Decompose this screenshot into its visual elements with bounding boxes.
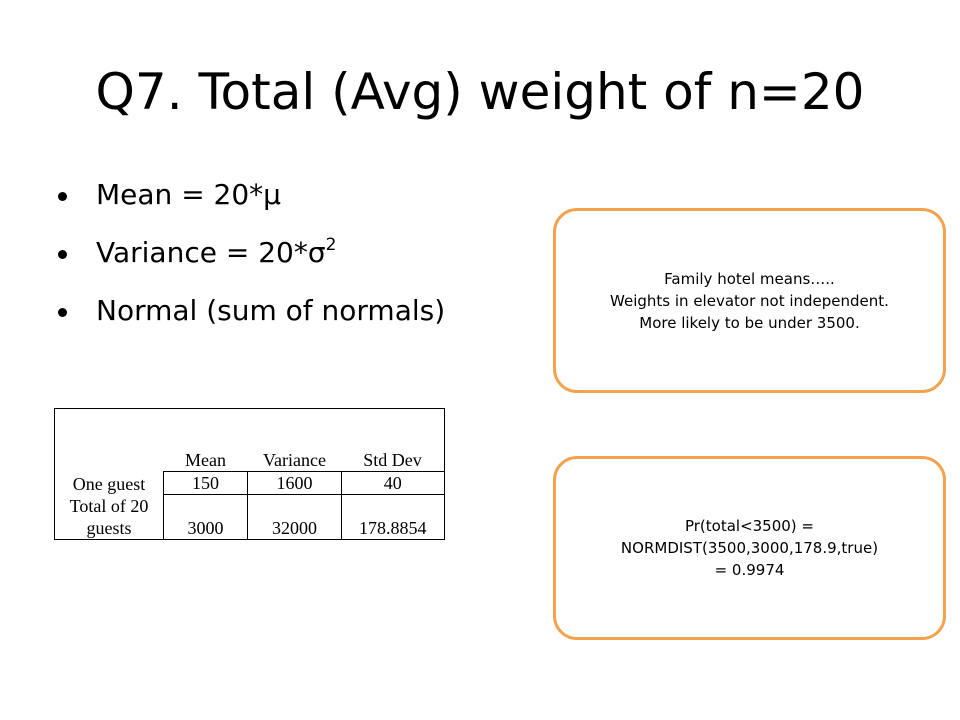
bullet-mean: Mean = 20*µ bbox=[58, 178, 445, 212]
bullet-dot-icon bbox=[58, 250, 67, 259]
table-corner-cell bbox=[55, 409, 164, 472]
table-cell: 40 bbox=[341, 471, 445, 495]
family-hotel-callout: Family hotel means….. Weights in elevato… bbox=[553, 208, 946, 393]
table-cell: 150 bbox=[163, 471, 248, 495]
header-mean: Mean bbox=[185, 450, 226, 470]
table-row: Total of 20 guests 3000 32000 178.8854 bbox=[55, 494, 445, 540]
bullet-text: Variance = 20*σ bbox=[96, 236, 326, 269]
slide-title: Q7. Total (Avg) weight of n=20 bbox=[95, 63, 865, 121]
row-label: Total of 20 guests bbox=[69, 495, 149, 538]
callout-text: Family hotel means….. Weights in elevato… bbox=[610, 268, 889, 334]
weights-table: Mean Variance Std Dev One guest 150 1600… bbox=[54, 408, 445, 540]
table-cell: 32000 bbox=[247, 494, 342, 540]
header-variance: Variance bbox=[263, 450, 326, 470]
bullet-variance: Variance = 20*σ2 bbox=[58, 236, 445, 270]
header-std-dev: Std Dev bbox=[363, 450, 422, 470]
bullet-text: Mean = 20*µ bbox=[96, 178, 281, 211]
bullet-text: Normal (sum of normals) bbox=[96, 294, 446, 327]
callout-line: Family hotel means….. bbox=[664, 269, 835, 288]
table-row: One guest 150 1600 40 bbox=[55, 471, 445, 495]
bullet-dot-icon bbox=[58, 192, 67, 201]
bullet-dot-icon bbox=[58, 308, 67, 317]
callout-line: Pr(total<3500) = bbox=[684, 517, 814, 535]
callout-line: Weights in elevator not independent. bbox=[610, 291, 889, 310]
table-cell: 3000 bbox=[163, 494, 248, 540]
probability-callout: Pr(total<3500) = NORMDIST(3500,3000,178.… bbox=[553, 456, 946, 640]
callout-line: = 0.9974 bbox=[714, 561, 785, 579]
table-header-row: Mean Variance Std Dev bbox=[55, 409, 445, 472]
row-label: One guest bbox=[72, 473, 146, 494]
callout-line: NORMDIST(3500,3000,178.9,true) bbox=[620, 539, 879, 557]
table-cell: 178.8854 bbox=[341, 494, 445, 540]
bullet-superscript: 2 bbox=[325, 235, 337, 255]
callout-text: Pr(total<3500) = NORMDIST(3500,3000,178.… bbox=[621, 515, 878, 581]
table-cell: 1600 bbox=[247, 471, 342, 495]
callout-line: More likely to be under 3500. bbox=[639, 313, 860, 332]
bullet-normal: Normal (sum of normals) bbox=[58, 294, 445, 328]
bullet-list: Mean = 20*µ Variance = 20*σ2 Normal (sum… bbox=[58, 178, 445, 352]
